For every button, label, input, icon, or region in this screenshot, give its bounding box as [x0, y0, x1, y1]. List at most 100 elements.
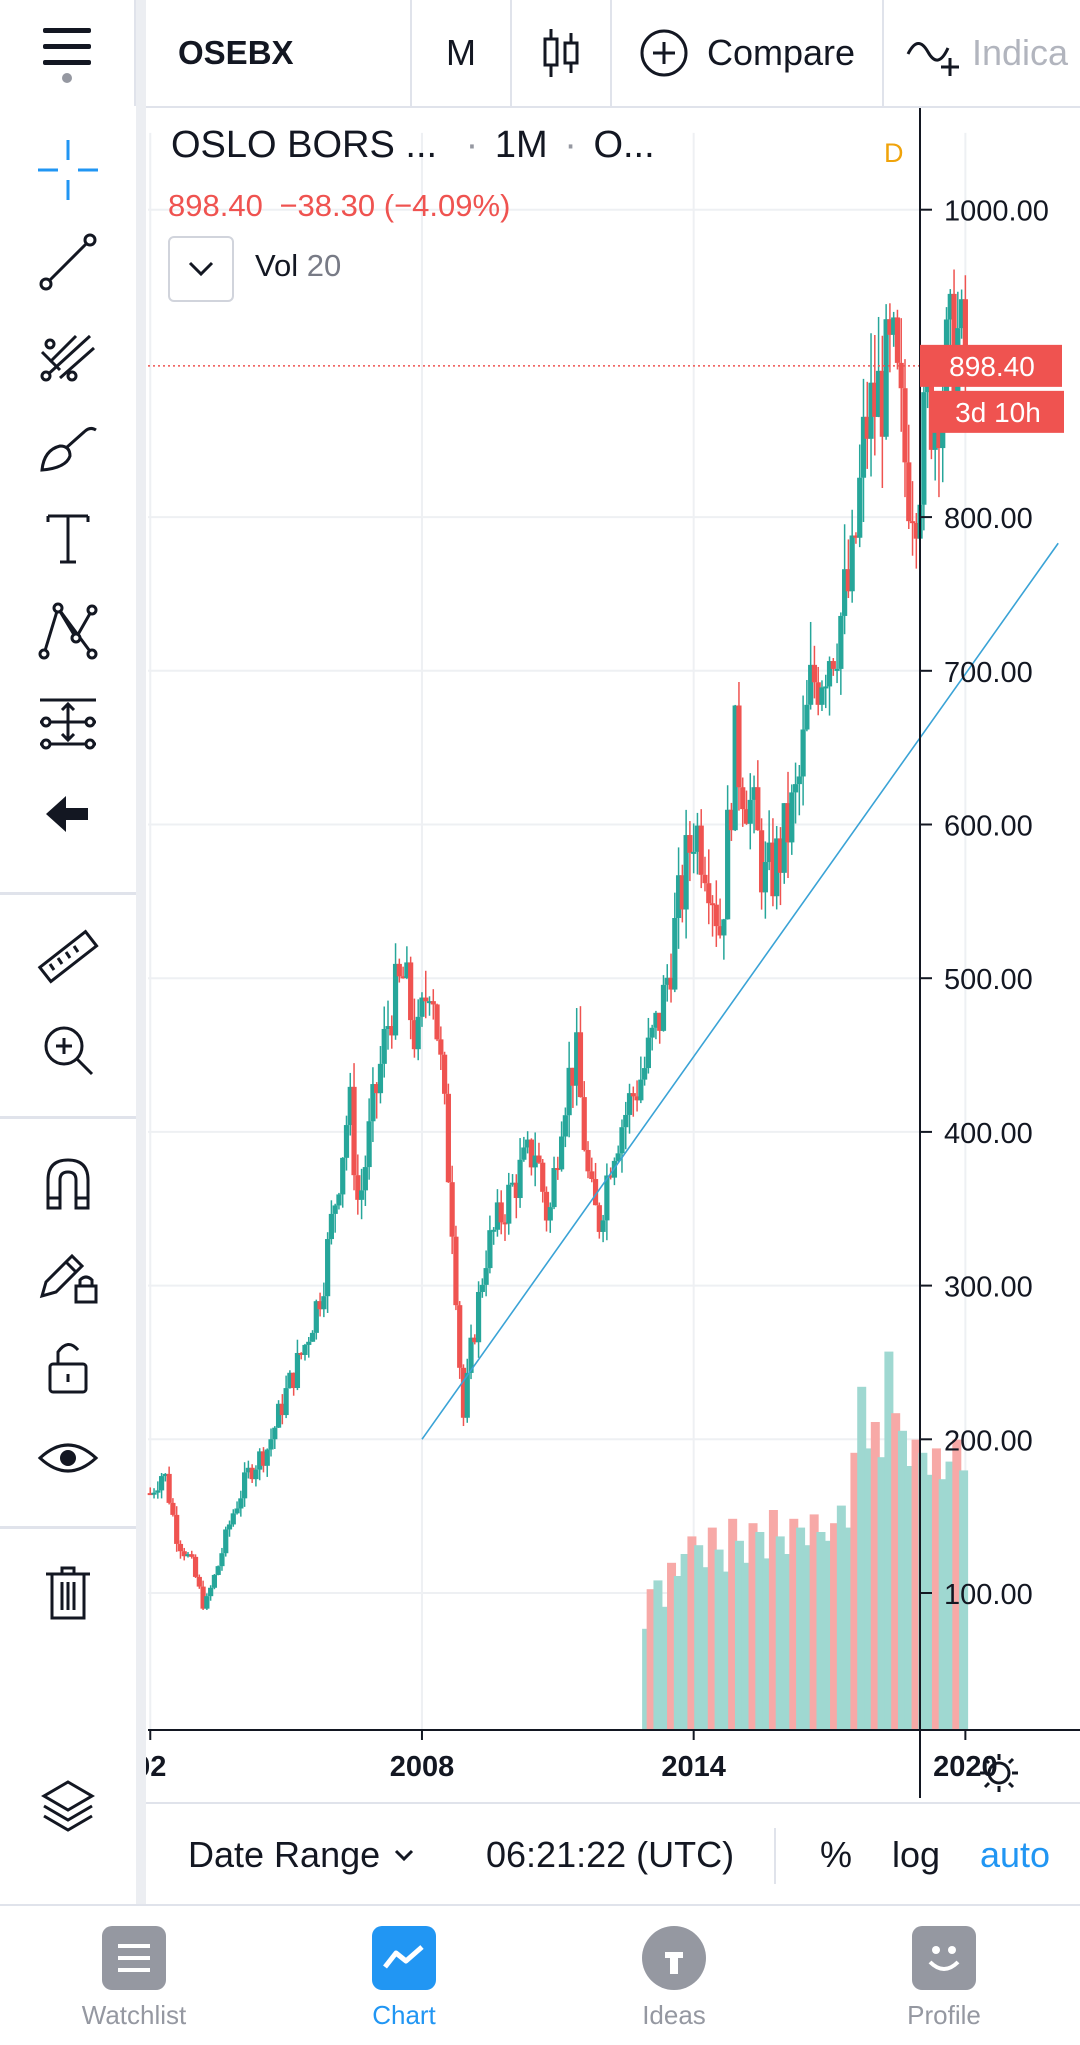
- candle-down: [351, 1086, 357, 1176]
- candle-down: [445, 1093, 451, 1183]
- candle-up: [226, 1524, 233, 1530]
- zoom-in-tool[interactable]: [28, 1010, 108, 1090]
- volume-bar: [884, 1351, 894, 1730]
- measure-tool[interactable]: [28, 918, 108, 998]
- candle-down: [400, 976, 406, 979]
- candle-up: [781, 803, 787, 873]
- volume-bar: [959, 1470, 969, 1730]
- volume-bar: [782, 1554, 792, 1730]
- x-axis-label: 2020: [933, 1751, 998, 1783]
- candle-down: [408, 962, 414, 1021]
- sidebar-divider: [0, 892, 136, 895]
- compare-label: Compare: [706, 32, 856, 73]
- trend-line-icon: [39, 233, 97, 291]
- tab-profile[interactable]: Profile: [844, 1906, 1044, 2045]
- candle-up: [358, 1190, 365, 1200]
- volume-bar: [660, 1606, 670, 1730]
- volume-bar: [687, 1536, 697, 1730]
- candle-up: [574, 1032, 580, 1086]
- candle-up: [562, 1115, 568, 1137]
- volume-bar: [714, 1549, 724, 1730]
- pattern-tool[interactable]: [28, 590, 108, 670]
- tab-chart[interactable]: Chart: [304, 1906, 504, 2045]
- date-range-button[interactable]: Date Range: [188, 1804, 416, 1906]
- volume-bar: [748, 1523, 758, 1730]
- menu-button[interactable]: [0, 0, 136, 106]
- candle-down: [596, 1205, 602, 1232]
- candle-up: [883, 319, 889, 437]
- time-zone-button[interactable]: 06:21:22 (UTC): [486, 1804, 734, 1906]
- pitchfork-tool[interactable]: [28, 314, 108, 394]
- candle-up: [849, 535, 855, 592]
- volume-label: Vol: [255, 248, 299, 283]
- candle-up: [283, 1388, 289, 1416]
- remove-drawings-tool[interactable]: [28, 1552, 108, 1632]
- candle-up: [245, 1467, 251, 1473]
- chart-settings-icon[interactable]: [978, 1752, 1020, 1794]
- object-tree-button[interactable]: [28, 1766, 108, 1846]
- crosshair-tool[interactable]: [28, 130, 108, 210]
- candle-up: [253, 1469, 259, 1480]
- lock-drawings-tool[interactable]: [28, 1234, 108, 1314]
- tab-ideas[interactable]: Ideas: [574, 1906, 774, 2045]
- volume-bar: [642, 1628, 652, 1730]
- auto-scale-toggle[interactable]: auto: [980, 1834, 1051, 1875]
- unlock-tool[interactable]: [28, 1326, 108, 1406]
- hamburger-icon: [43, 28, 91, 83]
- candle-down: [592, 1179, 599, 1206]
- candle-down: [457, 1305, 463, 1368]
- drawing-toolbar: [0, 106, 136, 1904]
- visibility-tool[interactable]: [28, 1418, 108, 1498]
- percent-toggle[interactable]: %: [820, 1834, 853, 1875]
- candle-down: [174, 1514, 180, 1544]
- price-chart[interactable]: 1000.00 800.00 700.00 600.00 500.00 400.00 300…: [146, 108, 1080, 1798]
- volume-bar: [667, 1562, 677, 1730]
- hide-toolbar-button[interactable]: [28, 774, 108, 854]
- indicators-button[interactable]: Indica: [884, 0, 1080, 106]
- x-axis-label: 2014: [661, 1751, 726, 1783]
- volume-bar: [707, 1527, 717, 1730]
- volume-bar: [694, 1545, 704, 1730]
- x-axis-label: 2008: [390, 1751, 455, 1783]
- trend-line-drawing[interactable]: [421, 542, 1059, 1440]
- candle-down: [853, 535, 859, 538]
- candle-down: [192, 1556, 199, 1577]
- volume-legend[interactable]: Vol 20: [255, 248, 341, 284]
- candle-up: [494, 1202, 501, 1230]
- trend-line-tool[interactable]: [28, 222, 108, 302]
- text-tool[interactable]: [28, 498, 108, 578]
- delay-flag[interactable]: D: [884, 138, 904, 168]
- y-axis-label: 300.00: [944, 1272, 1033, 1304]
- candle-down: [543, 1191, 550, 1221]
- candle-up: [309, 1332, 316, 1342]
- candle-down: [147, 1493, 153, 1496]
- chart-legend-title[interactable]: OSLO BORS ... · 1M · O...: [171, 124, 655, 167]
- chart-style-button[interactable]: [512, 0, 612, 106]
- volume-bar: [809, 1514, 819, 1730]
- candle-up: [532, 1155, 538, 1168]
- volume-bar: [952, 1439, 962, 1730]
- symbol-search-button[interactable]: OSEBX: [146, 0, 412, 106]
- magnet-tool[interactable]: [28, 1142, 108, 1222]
- volume-bar: [891, 1413, 901, 1730]
- compare-button[interactable]: Compare: [612, 0, 884, 106]
- date-range-label: Date Range: [188, 1834, 381, 1875]
- volume-bar: [734, 1540, 744, 1730]
- candle-up: [370, 1084, 376, 1122]
- chart-icon: [372, 1926, 436, 1990]
- candle-up: [415, 1016, 421, 1050]
- forecast-tool[interactable]: [28, 682, 108, 762]
- candle-up: [340, 1157, 346, 1195]
- candle-up: [694, 825, 701, 852]
- indicators-label: Indica: [972, 32, 1069, 73]
- candle-up: [294, 1352, 301, 1389]
- collapse-legend-button[interactable]: [168, 236, 234, 302]
- brush-tool[interactable]: [28, 406, 108, 486]
- candle-up: [479, 1284, 485, 1292]
- tab-watchlist[interactable]: Watchlist: [34, 1906, 234, 2045]
- candle-up: [808, 664, 814, 705]
- candle-down: [430, 1001, 436, 1005]
- volume-bar: [897, 1430, 907, 1730]
- log-toggle[interactable]: log: [892, 1834, 941, 1875]
- interval-button[interactable]: M: [412, 0, 512, 106]
